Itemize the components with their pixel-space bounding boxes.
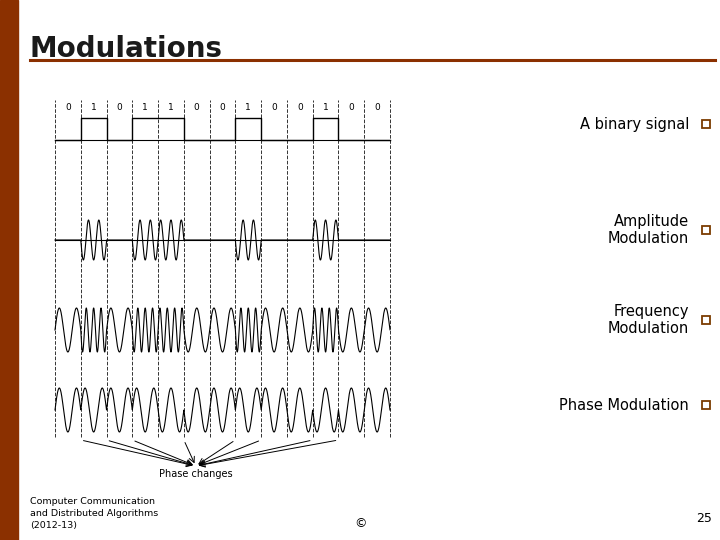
Text: 1: 1	[246, 103, 251, 112]
Text: 0: 0	[220, 103, 225, 112]
Text: 0: 0	[117, 103, 122, 112]
Bar	[702, 401, 710, 409]
Text: A binary signal: A binary signal	[580, 117, 689, 132]
Text: 1: 1	[323, 103, 328, 112]
Text: Frequency
Modulation: Frequency Modulation	[608, 304, 689, 336]
Text: 1: 1	[143, 103, 148, 112]
Text: 0: 0	[271, 103, 277, 112]
Bar	[702, 226, 710, 234]
Text: Phase Modulation: Phase Modulation	[559, 397, 689, 413]
Text: Amplitude
Modulation: Amplitude Modulation	[608, 214, 689, 246]
Text: 0: 0	[348, 103, 354, 112]
Bar	[702, 316, 710, 324]
Text: 0: 0	[297, 103, 302, 112]
Text: Phase changes: Phase changes	[159, 469, 233, 479]
Text: 1: 1	[168, 103, 174, 112]
Bar	[0, 0, 18, 540]
Text: Modulations: Modulations	[30, 35, 223, 63]
Text: 0: 0	[65, 103, 71, 112]
Text: ©: ©	[354, 517, 366, 530]
Bar	[702, 120, 710, 128]
Text: 0: 0	[194, 103, 199, 112]
Text: 25: 25	[696, 512, 712, 525]
Text: Computer Communication
and Distributed Algorithms
(2012-13): Computer Communication and Distributed A…	[30, 497, 158, 530]
Text: 0: 0	[374, 103, 380, 112]
Text: 1: 1	[91, 103, 96, 112]
